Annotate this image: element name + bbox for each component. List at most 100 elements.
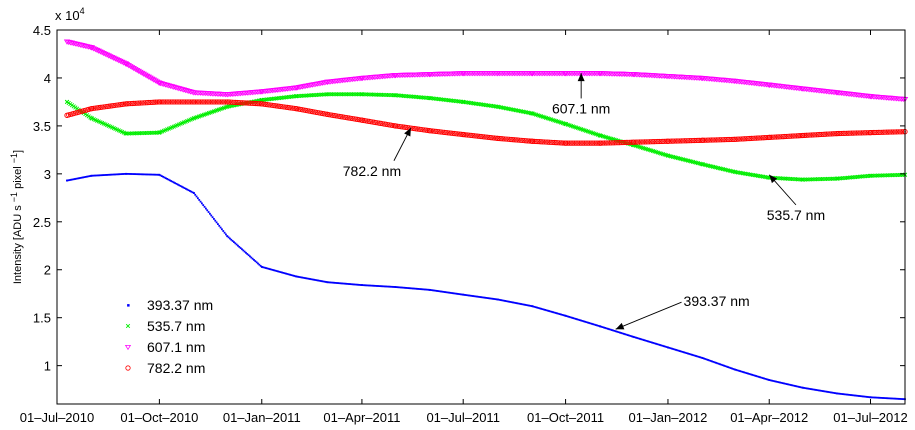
data-point [162, 99, 169, 105]
legend-label: 607.1 nm [147, 339, 205, 355]
data-point [524, 303, 526, 306]
data-point [867, 94, 874, 100]
data-point [353, 92, 358, 97]
data-point [290, 274, 293, 276]
data-point [375, 92, 380, 97]
data-point [673, 348, 676, 351]
data-point [294, 94, 299, 99]
data-point [125, 323, 131, 329]
data-point [383, 285, 386, 288]
data-point [845, 130, 851, 136]
data-point [427, 95, 432, 101]
y-exponent-power: 4 [80, 6, 85, 16]
data-point [496, 135, 502, 142]
data-point [864, 395, 867, 398]
data-point [608, 328, 611, 331]
data-point [680, 350, 683, 353]
data-point [484, 296, 486, 299]
data-point [502, 299, 505, 302]
legend: 393.37 nm 535.7 nm 607.1 nm 782.2 nm [124, 297, 213, 376]
data-point [150, 130, 155, 135]
data-point [103, 174, 106, 176]
data-point [354, 283, 357, 286]
data-point [891, 173, 896, 178]
data-point [544, 308, 547, 311]
data-point [848, 130, 855, 136]
data-point [426, 288, 429, 291]
data-point [275, 270, 278, 272]
data-point [880, 397, 883, 399]
data-point [455, 131, 461, 137]
data-point [143, 130, 148, 136]
data-point [343, 282, 346, 285]
data-point [521, 137, 528, 144]
data-point [613, 329, 616, 332]
data-point [170, 180, 173, 182]
data-point [475, 133, 481, 139]
data-point [787, 133, 793, 139]
data-point [468, 294, 470, 297]
data-point [799, 386, 802, 389]
data-point [317, 279, 319, 282]
data-point [231, 240, 234, 242]
data-point [333, 92, 338, 97]
data-point [566, 140, 573, 146]
data-point [677, 138, 683, 144]
data-point [775, 134, 781, 140]
data-point [381, 285, 384, 288]
data-point [379, 285, 382, 288]
data-point [708, 359, 711, 362]
data-point [643, 339, 645, 341]
data-point [172, 99, 179, 105]
data-point [680, 138, 686, 144]
data-point [828, 131, 835, 137]
data-point [182, 186, 185, 189]
data-point [64, 99, 70, 105]
data-point [229, 99, 235, 105]
data-point [805, 387, 808, 390]
data-point [125, 172, 127, 175]
data-point [241, 100, 247, 106]
data-point [441, 129, 447, 135]
data-point [508, 136, 514, 143]
data-point [550, 139, 556, 146]
data-point [137, 100, 144, 106]
data-point [96, 174, 99, 177]
data-point [898, 397, 900, 400]
data-point [692, 137, 698, 144]
data-point [863, 395, 866, 398]
data-point [585, 321, 588, 324]
data-point [866, 395, 868, 398]
data-point [625, 333, 628, 336]
data-point [741, 371, 744, 373]
data-point [653, 138, 659, 145]
data-point [421, 288, 424, 291]
data-point [512, 301, 514, 304]
data-point [390, 285, 393, 288]
data-point [748, 373, 751, 375]
data-point [88, 106, 95, 112]
data-point [685, 352, 688, 355]
data-point [707, 359, 709, 361]
data-point [501, 136, 507, 142]
data-point [808, 132, 815, 138]
data-point [111, 173, 114, 176]
data-point [464, 294, 466, 296]
data-point [775, 380, 778, 383]
data-point [177, 99, 184, 105]
legend-label: 535.7 nm [147, 318, 205, 334]
data-point [369, 284, 372, 287]
data-point [597, 133, 603, 138]
data-point [88, 45, 95, 51]
annotations: 607.1 nm 782.2 nm 535.7 nm 393.37 nm [343, 73, 825, 330]
data-point [858, 395, 860, 397]
data-point [732, 368, 735, 370]
x-tick-label: 01–Jul–2010 [20, 410, 94, 425]
data-point [788, 133, 795, 139]
data-point [234, 242, 237, 245]
data-point [72, 178, 75, 181]
x-tick-label: 01–Apr–2011 [323, 410, 400, 425]
data-point [345, 92, 350, 97]
data-point [164, 99, 170, 105]
y-tick-label: 4.5 [33, 23, 51, 38]
